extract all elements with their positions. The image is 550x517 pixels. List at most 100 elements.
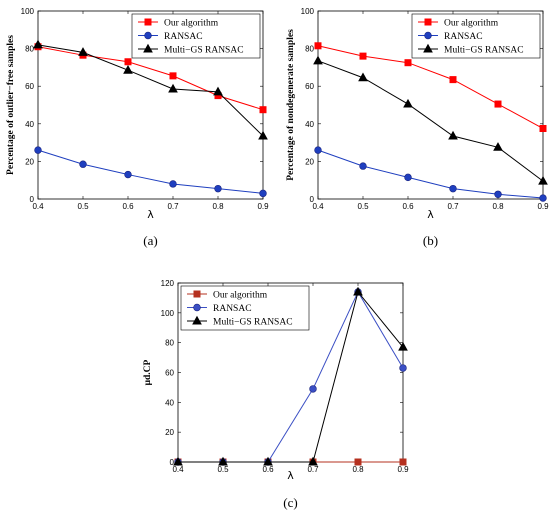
data-point xyxy=(169,180,177,188)
x-tick-label: 0.8 xyxy=(492,202,504,211)
data-point xyxy=(449,76,457,84)
legend-label: Multi−GS RANSAC xyxy=(164,46,244,56)
y-axis-label: μd.CP xyxy=(143,359,153,385)
series-1 xyxy=(314,42,547,132)
subfigure-caption: (c) xyxy=(283,495,297,510)
y-tick-label: 0 xyxy=(310,195,315,204)
x-tick-label: 0.9 xyxy=(257,202,269,211)
x-tick-label: 0.4 xyxy=(32,202,44,211)
series-line xyxy=(317,60,544,182)
y-tick-label: 40 xyxy=(25,120,34,129)
y-axis-label: Percentage of nondegenerate samples xyxy=(286,29,296,181)
data-point xyxy=(314,146,322,154)
data-point xyxy=(494,190,502,199)
data-point xyxy=(124,58,132,66)
series-line xyxy=(178,290,404,463)
y-tick-label: 80 xyxy=(165,339,174,348)
data-point xyxy=(399,364,407,372)
x-tick-label: 0.7 xyxy=(167,202,179,211)
legend-label: Our algorithm xyxy=(164,19,219,29)
x-tick-label: 0.9 xyxy=(537,202,549,211)
x-tick-label: 0.4 xyxy=(172,465,184,474)
data-point xyxy=(494,100,502,108)
data-point xyxy=(34,146,42,154)
legend: Our algorithm RANSAC Multi−GS RANSAC xyxy=(131,13,261,59)
data-point xyxy=(539,194,547,202)
series-3 xyxy=(173,286,408,466)
series-2 xyxy=(314,146,547,202)
y-tick-label: 80 xyxy=(25,45,34,54)
data-point xyxy=(399,458,407,466)
y-tick-label: 60 xyxy=(25,82,34,91)
data-point xyxy=(123,64,133,74)
y-tick-label: 100 xyxy=(161,309,175,318)
data-point xyxy=(358,72,368,82)
x-tick-label: 0.5 xyxy=(357,202,369,211)
x-tick-label: 0.5 xyxy=(217,465,229,474)
legend-marker xyxy=(424,31,432,40)
data-point xyxy=(538,175,548,185)
data-point xyxy=(493,142,503,151)
y-tick-label: 0 xyxy=(30,195,35,204)
data-point xyxy=(259,189,267,198)
legend-label: Multi−GS RANSAC xyxy=(444,46,524,56)
y-tick-label: 80 xyxy=(305,45,314,54)
data-point xyxy=(259,106,267,114)
series-line xyxy=(317,45,544,129)
chart-1: 0.4 0.5 0.6 0.7 0.8 0.9 0 20 40 60 80 100 Our algori… xyxy=(6,7,269,248)
y-tick-label: 100 xyxy=(301,7,315,16)
legend-marker xyxy=(423,43,433,53)
x-tick-label: 0.4 xyxy=(312,202,324,211)
data-point xyxy=(353,286,363,296)
subfigure-caption: (b) xyxy=(423,233,438,248)
y-tick-label: 20 xyxy=(305,157,314,166)
legend-label: RANSAC xyxy=(164,32,203,42)
x-tick-label: 0.8 xyxy=(212,202,224,211)
data-point xyxy=(169,72,177,80)
x-axis-label: λ xyxy=(147,208,154,221)
x-tick-label: 0.8 xyxy=(352,465,364,474)
x-tick-label: 0.6 xyxy=(402,202,414,211)
data-point xyxy=(404,173,412,182)
legend-label: Our algorithm xyxy=(213,291,268,301)
series-line xyxy=(37,44,264,137)
subfigure-caption: (a) xyxy=(143,233,157,248)
data-point xyxy=(314,42,322,50)
data-point xyxy=(308,456,318,466)
data-point xyxy=(173,456,183,466)
data-point xyxy=(78,47,88,56)
x-tick-label: 0.6 xyxy=(262,465,274,474)
y-tick-label: 60 xyxy=(305,82,314,91)
legend-label: RANSAC xyxy=(213,304,252,314)
series-line xyxy=(317,149,544,199)
data-point xyxy=(359,162,367,170)
data-point xyxy=(403,98,413,108)
data-point xyxy=(448,130,458,140)
data-point xyxy=(359,52,367,60)
legend-marker xyxy=(424,18,432,26)
y-tick-label: 0 xyxy=(170,458,175,467)
legend-label: RANSAC xyxy=(444,32,483,42)
series-3 xyxy=(33,39,268,140)
y-tick-label: 120 xyxy=(161,279,175,288)
legend-marker xyxy=(193,290,201,298)
legend: Our algorithm RANSAC Multi−GS RANSAC xyxy=(180,285,310,331)
y-tick-label: 20 xyxy=(25,157,34,166)
y-tick-label: 40 xyxy=(165,398,174,407)
legend-label: Our algorithm xyxy=(444,19,499,29)
data-point xyxy=(124,170,132,179)
x-tick-label: 0.5 xyxy=(77,202,89,211)
y-tick-label: 60 xyxy=(165,369,174,378)
data-point xyxy=(168,83,178,93)
x-tick-label: 0.6 xyxy=(122,202,134,211)
legend-marker xyxy=(192,315,202,325)
data-point xyxy=(309,385,317,393)
data-point xyxy=(258,130,268,140)
data-point xyxy=(404,59,412,67)
legend-marker xyxy=(143,43,153,53)
series-line xyxy=(37,149,264,194)
x-axis-label: λ xyxy=(287,469,294,482)
legend-label: Multi−GS RANSAC xyxy=(213,318,293,328)
chart-3: 0.4 0.5 0.6 0.7 0.8 0.9 0 20 40 60 80 100 120 Our alg… xyxy=(143,279,409,510)
